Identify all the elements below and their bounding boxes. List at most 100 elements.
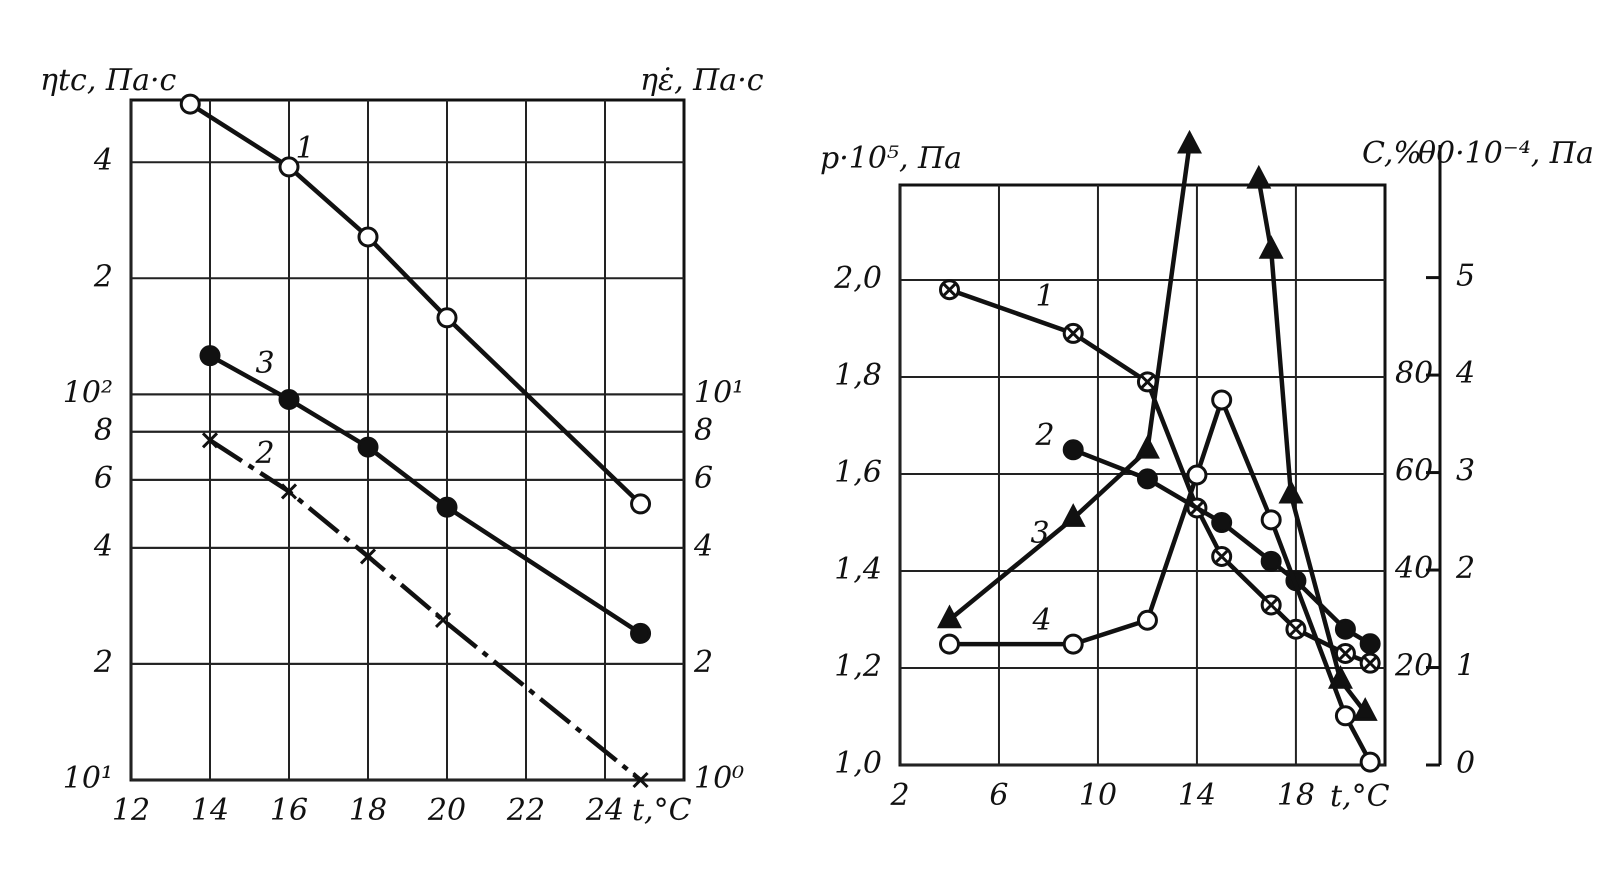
marker xyxy=(1334,618,1356,640)
y2-label: ηε̇, Па·с xyxy=(640,63,764,98)
marker xyxy=(1062,633,1084,655)
y-tick-label: 10¹ xyxy=(63,761,113,796)
marker xyxy=(1062,322,1084,344)
marker xyxy=(201,432,219,449)
y3-tick-label: 5 xyxy=(1456,259,1475,294)
y-tick-label: 4 xyxy=(93,529,113,564)
y2-tick-label: 2 xyxy=(693,645,713,680)
y-tick-label: 6 xyxy=(94,461,113,496)
marker xyxy=(938,633,960,655)
series-label: 2 xyxy=(254,436,274,471)
marker xyxy=(1060,503,1086,527)
marker xyxy=(1136,609,1158,631)
y-label: ηtc, Па·с xyxy=(40,63,176,98)
y-tick-label: 1,4 xyxy=(834,552,882,587)
y3-tick-label: 0 xyxy=(1456,746,1475,781)
x-tick-label: 2 xyxy=(889,778,909,813)
x-tick-label: 6 xyxy=(989,778,1008,813)
marker xyxy=(1260,550,1282,572)
series-line xyxy=(208,353,642,636)
y2-tick-label: 10⁰ xyxy=(694,761,744,796)
y2-tick-label: 10¹ xyxy=(694,375,744,410)
y3-tick-label: 2 xyxy=(1455,551,1475,586)
x-tick-label: 22 xyxy=(506,793,545,828)
marker xyxy=(179,93,201,115)
y-tick-label: 1,8 xyxy=(834,358,882,393)
y-tick-label: 1,6 xyxy=(834,455,882,490)
marker xyxy=(1278,479,1304,504)
x-tick-label: 18 xyxy=(1277,778,1315,813)
y2-tick-label: 8 xyxy=(694,413,713,448)
marker xyxy=(357,436,379,458)
series-label: 3 xyxy=(255,346,274,381)
marker xyxy=(1260,594,1282,616)
marker xyxy=(1285,618,1307,640)
x-tick-label: 14 xyxy=(1178,778,1216,813)
series-label: 4 xyxy=(1031,603,1051,638)
x-tick-label: 18 xyxy=(349,793,387,828)
plot-frame xyxy=(129,98,686,782)
marker xyxy=(1211,545,1233,567)
y3-tick-label: 4 xyxy=(1455,356,1475,391)
marker xyxy=(1359,633,1381,655)
y2-tick-label: 6 xyxy=(694,461,713,496)
marker xyxy=(1334,642,1356,664)
marker xyxy=(937,604,962,629)
x-tick-label: 24 xyxy=(585,793,624,828)
marker xyxy=(1136,468,1158,490)
y-tick-label: 1,0 xyxy=(834,746,882,781)
y-tick-label: 4 xyxy=(93,143,113,178)
marker xyxy=(938,279,960,301)
x-label: t,°C xyxy=(1330,779,1390,814)
marker xyxy=(632,771,649,789)
y-tick-label: 2,0 xyxy=(833,261,882,296)
y-tick-label: 1,2 xyxy=(834,649,882,684)
y2-tick-label: 4 xyxy=(693,529,713,564)
marker xyxy=(434,611,452,629)
y-tick-label: 2 xyxy=(93,645,113,680)
marker xyxy=(1258,235,1284,259)
marker xyxy=(436,496,458,518)
marker xyxy=(436,307,458,329)
marker xyxy=(359,548,377,565)
series-line xyxy=(949,393,1373,764)
marker xyxy=(1246,164,1272,189)
series-label: 2 xyxy=(1034,418,1054,453)
y-label: p·10⁵, Па xyxy=(820,141,962,176)
y-tick-label: 10² xyxy=(63,375,113,410)
marker xyxy=(1334,705,1356,727)
x-tick-label: 16 xyxy=(270,793,308,828)
series-label: 3 xyxy=(1030,516,1049,551)
marker xyxy=(357,226,379,248)
marker xyxy=(1134,434,1160,459)
marker xyxy=(278,156,300,178)
marker xyxy=(1177,129,1203,154)
y-tick-label: 8 xyxy=(94,413,113,448)
y3-label: θ0·10⁻⁴, Па xyxy=(1418,136,1594,171)
marker xyxy=(630,493,652,515)
y3-tick-label: 1 xyxy=(1456,649,1475,684)
marker xyxy=(1359,751,1381,773)
marker xyxy=(1211,512,1233,534)
x-tick-label: 12 xyxy=(112,793,150,828)
marker xyxy=(630,622,652,644)
marker xyxy=(278,389,300,410)
series-label: 1 xyxy=(295,131,314,166)
marker xyxy=(280,483,298,500)
y2-label: C,% xyxy=(1362,136,1422,171)
y3-tick-label: 3 xyxy=(1456,454,1475,489)
x-tick-label: 20 xyxy=(427,793,466,828)
marker xyxy=(1359,652,1381,674)
marker xyxy=(1211,389,1233,411)
marker xyxy=(199,345,221,367)
marker xyxy=(1327,664,1353,689)
x-tick-label: 10 xyxy=(1079,778,1117,813)
series-label: 1 xyxy=(1035,279,1054,314)
x-label: t,°C xyxy=(632,793,692,828)
marker xyxy=(1352,697,1378,721)
marker xyxy=(1186,464,1208,486)
y-tick-label: 2 xyxy=(93,259,113,294)
marker xyxy=(1062,439,1084,461)
x-tick-label: 14 xyxy=(191,793,229,828)
